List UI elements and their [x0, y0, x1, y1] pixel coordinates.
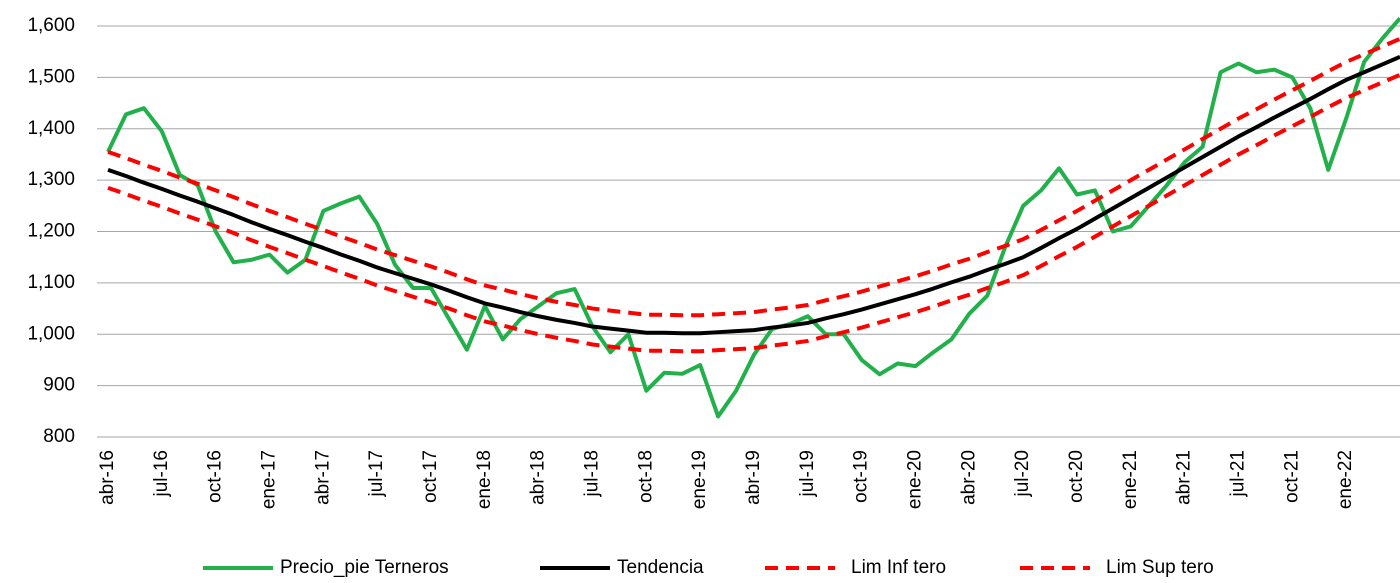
- x-tick-label: jul-19: [797, 450, 818, 497]
- legend-label: Tendencia: [617, 557, 704, 578]
- x-tick-label: abr-16: [97, 450, 118, 505]
- series-line: [107, 37, 1400, 318]
- x-tick-label: jul-18: [582, 450, 603, 497]
- legend-label: Precio_pie Terneros: [280, 557, 449, 578]
- labels: 800 900 1,000 1,100 1,200 1,300 1,400 1,500 1,60…: [27, 15, 1356, 578]
- x-tick-label: oct-19: [851, 450, 872, 503]
- x-tick-label: oct-20: [1066, 450, 1087, 503]
- series-line: [106, 16, 1400, 419]
- series-line: [107, 54, 1400, 336]
- plot-lines: [106, 16, 1400, 419]
- x-tick-label: ene-20: [905, 450, 926, 509]
- x-tick-label: abr-21: [1174, 450, 1195, 505]
- x-tick-label: abr-18: [528, 450, 549, 505]
- x-tick-label: abr-19: [743, 450, 764, 505]
- x-tick-label: ene-22: [1335, 450, 1356, 509]
- grid: [97, 25, 1400, 438]
- x-tick-label: oct-17: [420, 450, 441, 503]
- x-tick-label: abr-20: [958, 450, 979, 505]
- y-tick-label: 800: [43, 426, 75, 447]
- y-tick-label: 1,500: [27, 66, 75, 87]
- x-tick-label: oct-18: [635, 450, 656, 503]
- x-tick-label: ene-17: [259, 450, 280, 509]
- x-tick-label: jul-16: [151, 450, 172, 497]
- y-tick-label: 1,200: [27, 221, 75, 242]
- x-tick-label: jul-17: [366, 450, 387, 497]
- x-tick-label: jul-21: [1228, 450, 1249, 497]
- y-tick-label: 1,100: [27, 272, 75, 293]
- x-tick-label: abr-17: [312, 450, 333, 505]
- x-tick-label: oct-16: [205, 450, 226, 503]
- legend-label: Lim Sup tero: [1106, 557, 1214, 578]
- x-tick-label: ene-18: [474, 450, 495, 509]
- y-tick-label: 1,600: [27, 15, 75, 36]
- y-tick-label: 1,000: [27, 323, 75, 344]
- series-line: [107, 72, 1400, 354]
- x-tick-label: oct-21: [1281, 450, 1302, 503]
- y-tick-label: 1,300: [27, 169, 75, 190]
- x-tick-label: ene-19: [689, 450, 710, 509]
- y-tick-label: 900: [43, 375, 75, 396]
- y-tick-label: 1,400: [27, 118, 75, 139]
- x-tick-label: ene-21: [1120, 450, 1141, 509]
- legend-label: Lim Inf tero: [851, 557, 946, 578]
- x-tick-label: jul-20: [1012, 450, 1033, 497]
